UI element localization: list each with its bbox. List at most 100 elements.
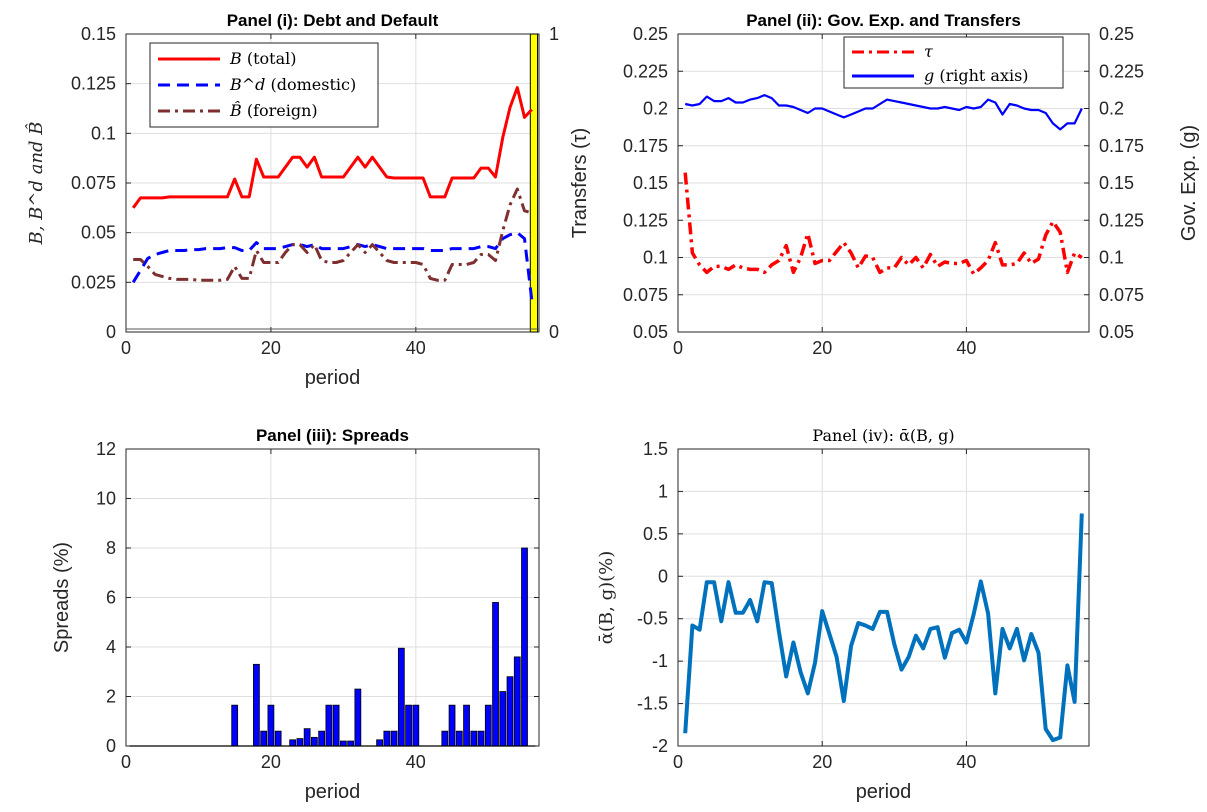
bar (390, 730, 398, 747)
x-tick-label: 20 (812, 752, 832, 772)
bar (412, 704, 420, 747)
legend-label: (right axis) (934, 66, 1028, 85)
axes-frame (677, 448, 1090, 747)
y-tick-label: -2 (652, 736, 668, 756)
series-line (131, 86, 533, 209)
y-tick-label: 6 (106, 588, 116, 608)
y-tick-label: -0.5 (637, 609, 668, 629)
legend-entry: B̂ (foreign) (229, 101, 318, 120)
bar (470, 730, 478, 747)
bar (253, 663, 260, 747)
bar (332, 704, 340, 747)
bar (405, 704, 412, 747)
bar (354, 688, 362, 747)
y2-tick-label: 0.1 (1099, 248, 1124, 268)
bar (492, 602, 499, 747)
y-tick-label: 0.2 (643, 99, 668, 119)
x-tick-label: 40 (406, 338, 426, 358)
y-tick-label: 0.1 (91, 123, 116, 143)
legend-entry: B (total) (229, 49, 296, 68)
bar (463, 704, 470, 747)
y2-tick-label: 0.125 (1099, 210, 1144, 230)
y-tick-label: 0.125 (71, 74, 116, 94)
bar (289, 739, 297, 747)
y-tick-label: 0 (106, 322, 116, 342)
y-axis-label: Spreads (%) (51, 542, 73, 653)
y-tick-label: 0 (106, 736, 116, 756)
bar (499, 691, 507, 747)
series-line (683, 172, 1083, 276)
y2-tick-label: 0.05 (1099, 322, 1134, 342)
bar (513, 656, 521, 747)
y-tick-label: 0 (658, 566, 668, 586)
y-tick-label: 0.075 (71, 173, 116, 193)
y-tick-label: 2 (106, 687, 116, 707)
y-tick-label: 0.225 (623, 61, 668, 81)
bar (484, 704, 492, 747)
bar (318, 730, 326, 747)
y2-tick-label: 0.225 (1099, 61, 1144, 81)
y-tick-label: 1 (658, 481, 668, 501)
bar (477, 730, 485, 747)
bar (521, 547, 528, 747)
x-tick-label: 20 (261, 338, 281, 358)
legend-entry: τ (924, 42, 934, 61)
legend: B (total) B^d (domestic) B̂ (foreign) (149, 42, 379, 128)
bar (376, 739, 383, 747)
grid-lines (678, 449, 1089, 746)
bar (397, 647, 405, 747)
legend: τg (right axis) (843, 36, 1064, 89)
legend-symbol: τ (924, 42, 934, 61)
panel-gov-exp-and-transfers: 0 20 40 0.05 0.075 0.1 0.125 0.15 0.175 0.2 0.225 0… (569, 11, 1200, 358)
y-tick-label: 8 (106, 538, 116, 558)
y-tick-label: 0.1 (643, 248, 668, 268)
x-tick-label: 40 (956, 752, 976, 772)
legend-symbol: B̂ (229, 101, 242, 120)
y-tick-label: 1.5 (643, 439, 668, 459)
legend-entry: g (right axis) (924, 66, 1029, 85)
y2-tick-label: 0.25 (1099, 24, 1134, 44)
y2-tick-label: 0.15 (1099, 173, 1134, 193)
y-tick-label: 0.5 (643, 524, 668, 544)
y-tick-label: 0.125 (623, 210, 668, 230)
chart-title: Panel (i): Debt and Default (227, 11, 439, 30)
y-tick-label: 12 (96, 439, 116, 459)
panel-alpha-bar: 0 20 40 -2 -1.5 -1 -0.5 0 0.5 1 1.5 Panel (iv): ᾱ(B… (596, 426, 1090, 803)
bar (448, 704, 456, 747)
legend-label: (foreign) (242, 101, 318, 120)
y2-axis-label: Gov. Exp. (g) (1178, 125, 1200, 241)
chart-title: Panel (iii): Spreads (256, 426, 409, 445)
bar (311, 736, 318, 747)
legend-entry: B^d (domestic) (229, 75, 356, 94)
bar (231, 704, 239, 747)
y2-tick-label: 0.2 (1099, 99, 1124, 119)
y-tick-label: 10 (96, 489, 116, 509)
bar (296, 738, 304, 747)
x-tick-label: 0 (121, 752, 131, 772)
y-axis-label: Transfers (τ) (569, 128, 591, 239)
legend-label: (domestic) (265, 75, 356, 94)
bar (303, 728, 311, 747)
bar (260, 730, 268, 747)
bar (455, 730, 463, 747)
y-tick-label: 0.15 (81, 24, 116, 44)
y-tick-label: 0.175 (623, 136, 668, 156)
bar (325, 704, 333, 747)
y-tick-label: -1.5 (637, 694, 668, 714)
legend-symbol: B^d (229, 75, 265, 94)
x-tick-label: 20 (812, 338, 832, 358)
series-line (683, 513, 1084, 743)
x-tick-label: 0 (673, 752, 683, 772)
x-tick-label: 0 (673, 338, 683, 358)
y2-tick-label: 1 (549, 24, 559, 44)
panel-debt-and-default: 0 20 40 0 0.025 0.05 0.075 0.1 0.125 0.15 0 1 Panel … (25, 11, 559, 389)
bar (347, 740, 354, 747)
x-tick-label: 0 (121, 338, 131, 358)
y-tick-label: 0.025 (71, 272, 116, 292)
x-tick-label: 40 (406, 752, 426, 772)
legend-symbol: g (924, 66, 934, 85)
bar (274, 730, 282, 747)
chart-title: Panel (ii): Gov. Exp. and Transfers (746, 11, 1021, 30)
y2-tick-label: 0.175 (1099, 136, 1144, 156)
default-shade (529, 33, 539, 333)
